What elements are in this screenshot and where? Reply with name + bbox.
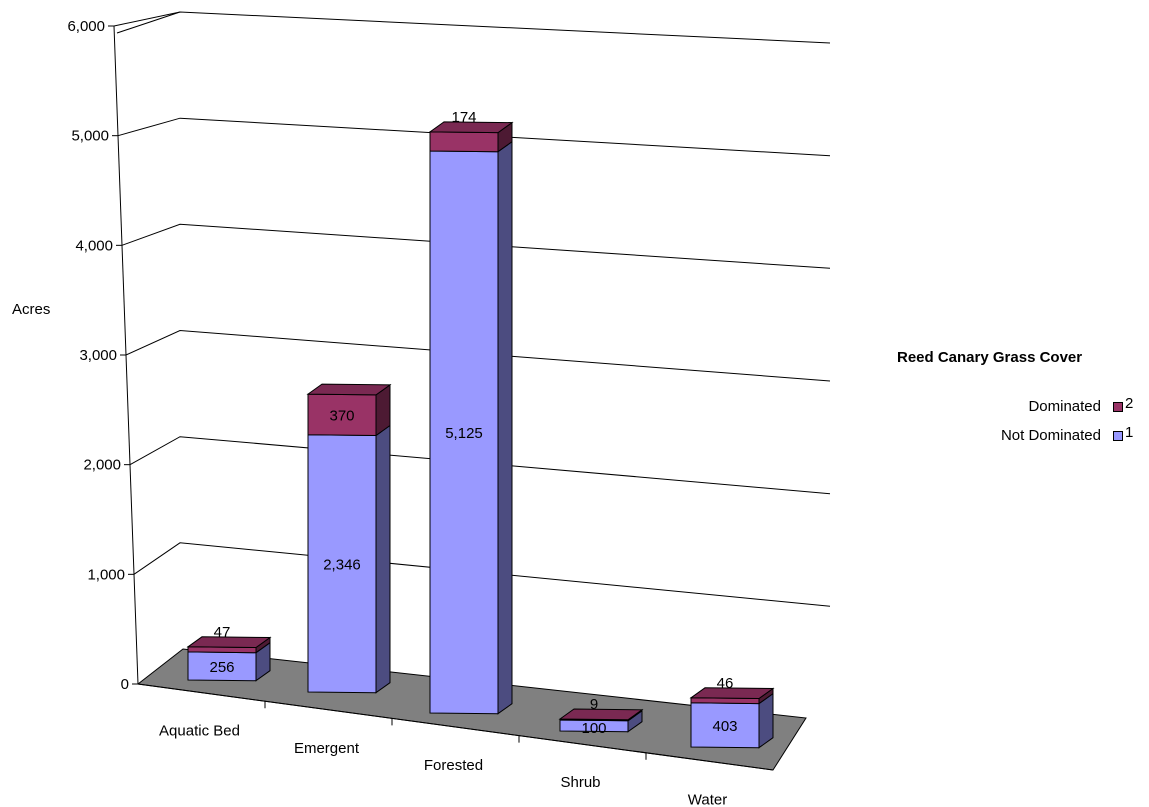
data-label: 370 — [329, 407, 354, 424]
gridline — [113, 11, 831, 44]
legend-entry-dominated: Dominated 2 — [880, 395, 1149, 416]
data-label: 256 — [209, 659, 234, 676]
legend-entry-code: 1 — [1125, 424, 1134, 441]
y-tick-label: 0 — [121, 676, 129, 693]
bar-top — [558, 708, 644, 721]
data-label: 2,346 — [323, 556, 361, 573]
y-tick-label: 5,000 — [71, 128, 109, 145]
bar-side — [497, 140, 513, 715]
bar-front-dominated — [429, 131, 499, 153]
y-tick-label: 6,000 — [67, 18, 105, 35]
data-label: 403 — [712, 718, 737, 735]
x-tick-label: Water — [688, 791, 727, 807]
data-label: 46 — [717, 675, 734, 692]
x-axis-line — [137, 683, 774, 771]
y-tick-label: 4,000 — [75, 237, 113, 254]
gridlines — [113, 11, 831, 607]
bar-top — [306, 383, 392, 396]
legend-title: Reed Canary Grass Cover — [897, 349, 1083, 366]
gridline — [121, 223, 831, 269]
data-label: 47 — [214, 624, 231, 641]
gridline — [133, 542, 831, 607]
data-label: 100 — [581, 720, 606, 737]
gridline — [117, 117, 831, 157]
y-tick-label: 2,000 — [83, 457, 121, 474]
data-label: 9 — [590, 696, 598, 713]
data-label: 174 — [451, 109, 476, 126]
bar-side — [375, 424, 391, 694]
y-tick-label: 3,000 — [79, 347, 117, 364]
x-tick-label: Shrub — [560, 774, 600, 791]
y-tick-label: 1,000 — [87, 566, 125, 583]
legend-entry-code: 2 — [1125, 395, 1134, 412]
legend-entry-label: Dominated — [1028, 398, 1101, 415]
wall-top-edge — [116, 11, 181, 34]
bar-top — [689, 687, 775, 700]
data-label: 5,125 — [445, 425, 483, 442]
gridline — [129, 436, 831, 495]
x-tick-label: Aquatic Bed — [159, 723, 240, 740]
x-tick-label: Forested — [424, 757, 483, 774]
legend-entry-label: Not Dominated — [1000, 427, 1101, 444]
legend-entry-not-dominated: Not Dominated 1 — [880, 424, 1149, 445]
legend-swatch-not-dominated — [1113, 431, 1123, 441]
bar-top — [428, 121, 514, 134]
y-axis: 0 1,000 2,000 3,000 4,000 5,000 6,000 — [67, 18, 139, 693]
data-labels: 256 47 2,346 370 5,125 174 100 9 403 46 — [209, 109, 737, 737]
x-tick-label: Emergent — [294, 740, 360, 757]
y-axis-title: Acres — [12, 301, 50, 318]
gridline — [125, 329, 831, 382]
chart-walls — [116, 11, 181, 34]
x-axis: Aquatic Bed Emergent Forested Shrub Water — [137, 683, 774, 807]
legend-swatch-dominated — [1113, 402, 1123, 412]
bars — [186, 121, 775, 749]
bar-top — [186, 636, 272, 649]
